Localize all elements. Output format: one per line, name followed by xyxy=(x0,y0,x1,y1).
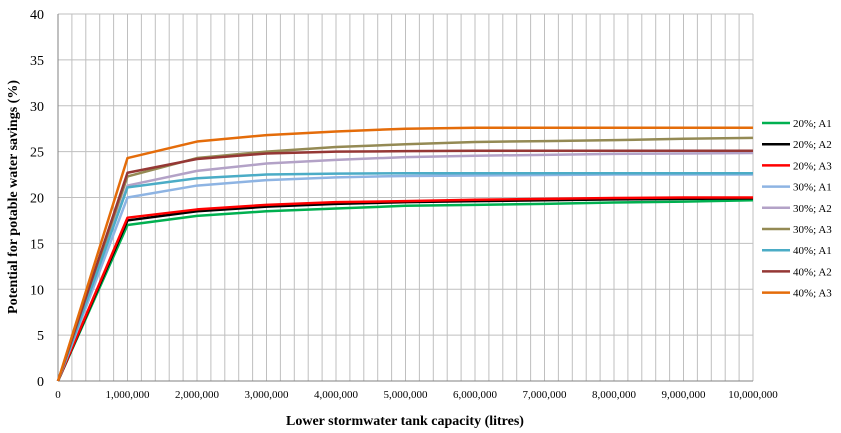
legend-label: 30%; A1 xyxy=(793,182,832,194)
series-line xyxy=(56,196,753,382)
y-tick-labels: 0 5 10 15 20 25 30 35 40 xyxy=(30,8,44,390)
x-tick-label: 4,000,000 xyxy=(314,389,359,401)
x-tick-label: 9,000,000 xyxy=(662,389,707,401)
series-line xyxy=(56,171,753,382)
legend-label: 30%; A3 xyxy=(793,224,832,236)
y-tick-label: 15 xyxy=(30,237,44,252)
legend-label: 40%; A2 xyxy=(793,266,832,278)
series-line xyxy=(56,199,754,382)
y-tick-label: 10 xyxy=(30,283,44,298)
x-axis-title: Lower stormwater tank capacity (litres) xyxy=(286,414,524,429)
x-tick-labels: 0 1,000,000 2,000,000 3,000,000 4,000,000 5,0… xyxy=(55,389,778,401)
legend-label: 20%; A3 xyxy=(793,160,832,172)
y-tick-label: 0 xyxy=(37,375,44,390)
legend-label: 20%; A1 xyxy=(793,118,832,130)
legend: 20%; A1 20%; A2 20%; A3 30%; A1 30%; A2 30%; … xyxy=(762,118,832,300)
series-lines xyxy=(56,126,754,382)
series-line xyxy=(56,151,754,382)
series-line xyxy=(56,149,753,382)
x-tick-label: 5,000,000 xyxy=(384,389,429,401)
series-line xyxy=(56,173,753,382)
x-tick-label: 6,000,000 xyxy=(453,389,498,401)
x-tick-label: 1,000,000 xyxy=(106,389,151,401)
y-tick-label: 20 xyxy=(30,192,44,207)
legend-label: 20%; A2 xyxy=(793,139,832,151)
x-tick-label: 8,000,000 xyxy=(592,389,637,401)
legend-label: 40%; A1 xyxy=(793,245,832,257)
y-tick-label: 40 xyxy=(30,8,44,23)
grid-lines xyxy=(57,13,754,382)
x-tick-label: 2,000,000 xyxy=(175,389,220,401)
x-tick-label: 7,000,000 xyxy=(523,389,568,401)
x-tick-label: 10,000,000 xyxy=(728,389,778,401)
x-tick-label: 3,000,000 xyxy=(245,389,290,401)
legend-label: 30%; A2 xyxy=(793,203,832,215)
y-tick-label: 35 xyxy=(30,54,44,69)
y-axis-title: Potential for potable water savings (%) xyxy=(6,80,21,314)
legend-label: 40%; A3 xyxy=(793,288,832,300)
series-line xyxy=(56,126,753,382)
y-tick-label: 25 xyxy=(30,146,44,161)
y-tick-label: 5 xyxy=(37,329,44,344)
y-tick-label: 30 xyxy=(30,100,44,115)
axes xyxy=(57,14,753,382)
x-tick-label: 0 xyxy=(55,389,61,401)
